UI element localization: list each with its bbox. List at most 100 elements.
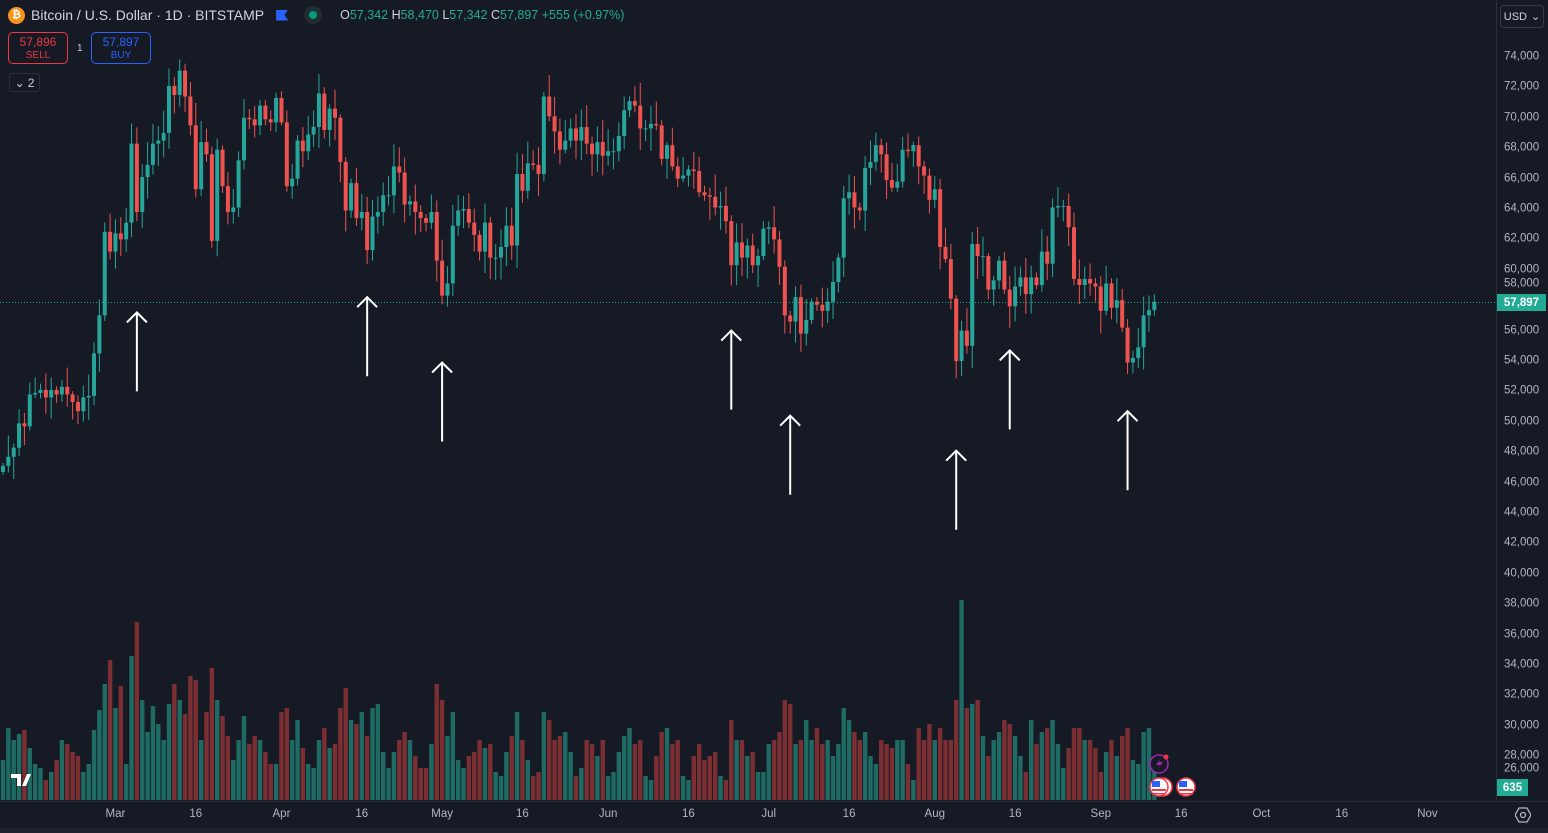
volume-bar (830, 756, 836, 800)
volume-bar (43, 780, 49, 800)
candle-body (284, 122, 289, 187)
currency-select[interactable]: USD ⌄ (1500, 5, 1544, 28)
candle-body (1141, 315, 1146, 348)
ohlc-readout: O57,342 H58,470 L57,342 C57,897 +555 (+0… (340, 8, 625, 22)
time-axis[interactable] (0, 801, 1548, 829)
us-flag-event-icon[interactable] (1176, 777, 1196, 797)
buy-button[interactable]: 57,897 BUY (91, 32, 151, 64)
candle-body (836, 257, 841, 282)
volume-bar (980, 736, 986, 800)
time-tick-label: Aug (924, 808, 945, 820)
volume-bar (932, 740, 937, 800)
candle-body (456, 210, 461, 226)
time-tick-label: 16 (1008, 808, 1022, 820)
volume-bar (48, 772, 54, 800)
volume-bar (354, 724, 359, 800)
volume-bar (466, 756, 472, 800)
volume-bar (1141, 732, 1146, 800)
up-arrow-annotation[interactable] (779, 414, 801, 495)
lightning-event-icon[interactable] (1149, 754, 1169, 774)
candle-body (204, 142, 209, 155)
indicators-toggle-button[interactable]: ⌄ 2 (9, 73, 40, 92)
candle-body (6, 456, 11, 466)
candle-body (92, 353, 97, 396)
market-status-icon[interactable] (304, 6, 323, 24)
candle-body (520, 174, 525, 191)
price-tick-label: 62,000 (1504, 232, 1540, 245)
up-arrow-annotation[interactable] (431, 361, 453, 442)
sell-label: SELL (25, 50, 51, 61)
up-arrow-annotation[interactable] (720, 329, 742, 410)
price-tick-label: 36,000 (1504, 628, 1540, 641)
price-tick-label: 26,000 (1504, 762, 1540, 775)
volume-label: 635 (1497, 779, 1528, 796)
volume-bar (268, 764, 273, 800)
price-chart[interactable] (0, 0, 1496, 801)
volume-bar (1050, 720, 1055, 800)
up-arrow-annotation[interactable] (356, 295, 378, 377)
candle-body (327, 108, 332, 130)
volume-bar (745, 756, 750, 800)
time-tick-label: 16 (1335, 808, 1349, 820)
candle-body (889, 180, 894, 188)
volume-bar (59, 740, 65, 800)
candle-body (814, 301, 819, 305)
arrow-head (999, 348, 1021, 362)
volume-bar (616, 752, 622, 800)
candle-body (665, 145, 670, 159)
candle-body (659, 125, 664, 159)
volume-bar (322, 728, 327, 800)
candle-body (81, 397, 86, 412)
candle-body (964, 330, 969, 346)
volume-bar (166, 704, 172, 800)
up-arrow-annotation[interactable] (945, 449, 967, 530)
up-arrow-annotation[interactable] (126, 310, 148, 392)
candle-body (70, 394, 75, 403)
candle-body (922, 166, 927, 176)
candle-body (391, 166, 396, 196)
volume-bar (504, 752, 509, 800)
volume-bar (547, 720, 552, 800)
flag-icon[interactable] (276, 9, 289, 21)
volume-bar (150, 706, 156, 800)
sell-button[interactable]: 57,896 SELL (8, 32, 68, 64)
us-flag-event-icon[interactable] (1149, 777, 1173, 797)
candle-body (59, 386, 64, 395)
volume-bar (659, 732, 664, 800)
settings-icon[interactable] (1515, 807, 1531, 823)
volume-bar (836, 744, 841, 800)
volume-bar (530, 776, 536, 800)
candle-body (252, 119, 257, 126)
annotation-arrows[interactable] (126, 295, 1139, 530)
volume-bar (204, 712, 209, 800)
up-arrow-annotation[interactable] (999, 348, 1021, 430)
candle-body (1, 465, 5, 472)
volume-bar (1109, 740, 1114, 800)
volume-bar (327, 748, 332, 800)
candle-body (927, 175, 932, 200)
candle-body (670, 145, 675, 167)
candle-body (1061, 205, 1066, 207)
candle-body (552, 116, 557, 132)
volume-bar (1045, 728, 1050, 800)
volume-bar (927, 724, 932, 800)
candle-body (509, 225, 514, 246)
volume-bar (289, 740, 295, 800)
candle-body (424, 218, 429, 223)
candle-body (579, 126, 584, 141)
candle-body (274, 98, 279, 123)
candle-body (193, 125, 198, 190)
up-arrow-annotation[interactable] (1116, 409, 1139, 491)
candle-body (798, 297, 803, 334)
candle-body (675, 166, 680, 179)
price-axis[interactable] (1496, 0, 1548, 801)
time-tick-label: Oct (1252, 808, 1271, 820)
arrow-head (431, 361, 453, 374)
candle-body (482, 222, 487, 252)
tradingview-logo (11, 774, 31, 786)
volume-bar (1066, 748, 1071, 800)
volume-bar (16, 734, 22, 800)
candle-body (397, 166, 402, 173)
symbol-title[interactable]: Bitcoin / U.S. Dollar · 1D · BITSTAMP (31, 7, 265, 23)
event-markers[interactable] (1149, 754, 1196, 797)
